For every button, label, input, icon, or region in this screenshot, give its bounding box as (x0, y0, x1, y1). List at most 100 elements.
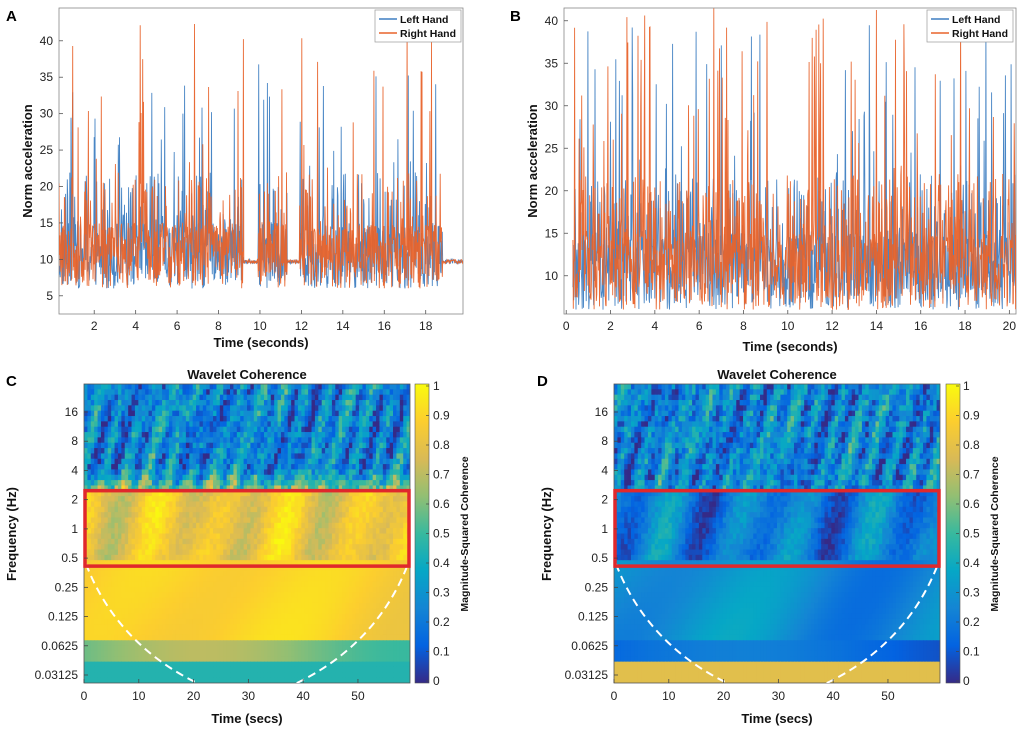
heatmap-cell (280, 645, 285, 652)
heatmap-cell (301, 592, 306, 599)
heatmap-cell (406, 442, 410, 449)
heatmap-cell (331, 490, 336, 497)
heatmap-cell (406, 597, 410, 604)
heatmap-cell (134, 448, 139, 455)
heatmap-cell (359, 405, 364, 412)
heatmap-cell (406, 453, 410, 460)
heatmap-cell (131, 410, 136, 417)
heatmap-cell (257, 581, 262, 588)
heatmap-cell (226, 634, 231, 641)
heatmap-cell (277, 613, 282, 620)
heatmap-cell (325, 576, 330, 583)
heatmap-cell (365, 522, 370, 529)
heatmap-cell (131, 432, 136, 438)
heatmap-cell (162, 634, 167, 641)
heatmap-cell (331, 517, 336, 524)
heatmap-cell (318, 624, 323, 631)
heatmap-cell (114, 405, 119, 412)
heatmap-cell (355, 533, 360, 540)
heatmap-cell (223, 474, 228, 481)
heatmap-cell (311, 410, 316, 417)
heatmap-cell (87, 570, 92, 577)
heatmap-cell (114, 490, 119, 497)
heatmap-cell (185, 522, 190, 529)
heatmap-cell (172, 517, 177, 524)
heatmap-cell (301, 474, 306, 481)
heatmap-cell (389, 410, 394, 417)
heatmap-cell (145, 640, 150, 647)
heatmap-cell (318, 538, 323, 545)
heatmap-cell (84, 624, 88, 631)
heatmap-cell (121, 650, 126, 657)
heatmap-cell (301, 464, 306, 471)
y-tick-label: 40 (40, 34, 54, 48)
heatmap-cell (280, 629, 285, 636)
heatmap-cell (342, 597, 347, 604)
heatmap-cell (121, 410, 126, 417)
heatmap-cell (185, 602, 190, 609)
heatmap-cell (257, 608, 262, 615)
heatmap-cell (134, 490, 139, 497)
heatmap-cell (213, 453, 218, 460)
heatmap-cell (393, 576, 398, 583)
heatmap-cell (369, 576, 374, 583)
heatmap-cell (274, 608, 279, 615)
heatmap-cell (253, 602, 258, 609)
heatmap-cell (294, 458, 299, 465)
heatmap-cell (151, 608, 156, 615)
heatmap-cell (219, 613, 224, 620)
heatmap-cell (331, 586, 336, 593)
heatmap-cell (352, 426, 357, 433)
heatmap-cell (233, 421, 238, 428)
heatmap-cell (162, 538, 167, 545)
heatmap-cell (117, 496, 122, 503)
heatmap-cell (376, 437, 381, 444)
heatmap-cell (338, 448, 343, 455)
heatmap-cell (107, 554, 112, 561)
heatmap-cell (301, 416, 306, 422)
heatmap-cell (263, 560, 268, 567)
x-tick-label: 10 (781, 319, 795, 333)
heatmap-cell (365, 432, 370, 438)
heatmap-cell (196, 448, 201, 455)
heatmap-cell (308, 426, 313, 433)
heatmap-cell (206, 528, 211, 535)
heatmap-cell (294, 490, 299, 497)
heatmap-cell (379, 608, 384, 615)
heatmap-cell (196, 624, 201, 631)
heatmap-cell (87, 426, 92, 433)
heatmap-cell (247, 421, 251, 428)
heatmap-cell (287, 608, 292, 615)
heatmap-cell (121, 581, 126, 588)
heatmap-cell (216, 426, 221, 433)
heatmap-cell (314, 549, 319, 556)
heatmap-cell (141, 426, 146, 433)
heatmap-cell (148, 565, 153, 572)
heatmap-cell (393, 522, 398, 529)
heatmap-cell (233, 533, 238, 540)
heatmap-cell (128, 400, 133, 406)
heatmap-cell (84, 453, 88, 460)
heatmap-cell (284, 469, 289, 476)
heatmap-cell (155, 426, 160, 433)
heatmap-cell (267, 464, 272, 471)
heatmap-cell (399, 394, 404, 401)
heatmap-cell (365, 405, 370, 412)
heatmap-cell (213, 522, 218, 529)
heatmap-cell (386, 394, 391, 401)
heatmap-cell (386, 560, 391, 567)
heatmap-cell (236, 538, 241, 545)
heatmap-cell (219, 608, 224, 615)
heatmap-cell (223, 426, 228, 433)
heatmap-cell (403, 522, 408, 529)
heatmap-cell (107, 389, 112, 396)
heatmap-cell (192, 544, 197, 551)
heatmap-cell (318, 448, 323, 455)
heatmap-cell (277, 384, 282, 390)
heatmap-cell (230, 597, 235, 604)
heatmap-cell (314, 384, 319, 390)
heatmap-cell (287, 394, 292, 401)
heatmap-cell (128, 554, 133, 561)
heatmap-cell (202, 464, 207, 471)
heatmap-cell (328, 629, 333, 636)
